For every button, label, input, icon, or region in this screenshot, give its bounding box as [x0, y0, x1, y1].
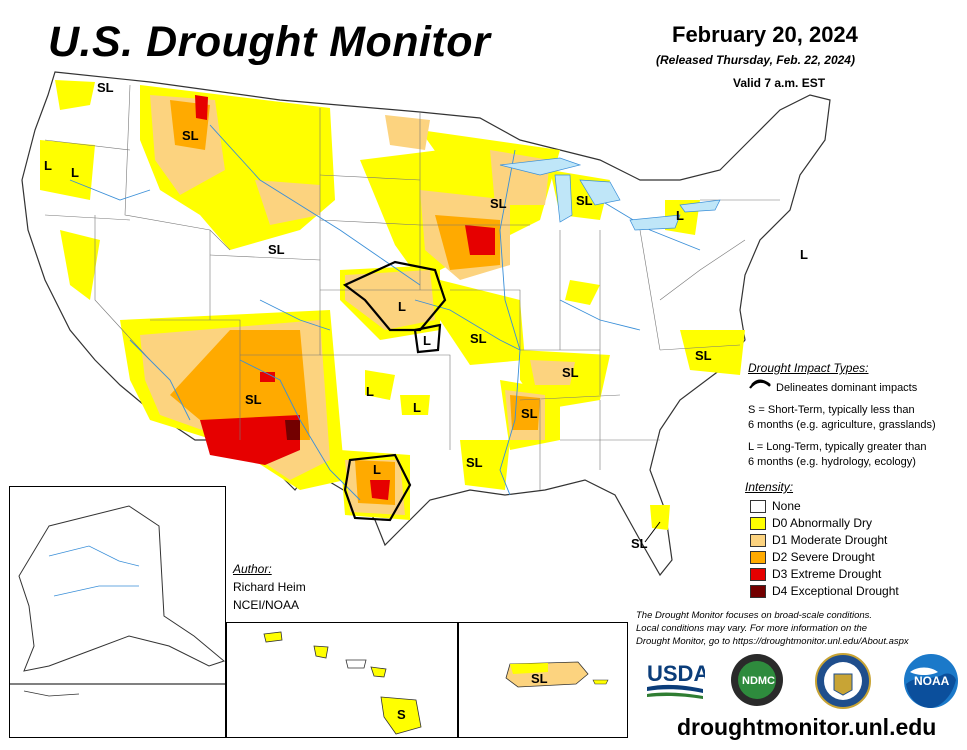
impact-long-term: L = Long-Term, typically greater than	[748, 441, 927, 453]
map-label: S	[397, 707, 406, 722]
map-label: SL	[466, 455, 483, 470]
note-line: Local conditions may vary. For more info…	[636, 623, 868, 634]
legend-item-none: None	[750, 498, 801, 514]
legend-label: None	[772, 499, 801, 513]
legend-swatch	[750, 584, 766, 598]
map-label: L	[373, 462, 381, 477]
map-label: L	[413, 400, 421, 415]
commerce-seal	[815, 653, 871, 709]
alaska-inset	[9, 486, 226, 738]
map-label: SL	[470, 331, 487, 346]
legend-label: D4 Exceptional Drought	[772, 584, 899, 598]
legend-item-d4: D4 Exceptional Drought	[750, 583, 899, 599]
map-label: L	[398, 299, 406, 314]
svg-text:USDA: USDA	[647, 661, 705, 686]
map-label: SL	[97, 80, 114, 95]
d3-areas	[195, 95, 495, 500]
disclaimer-note: The Drought Monitor focuses on broad-sca…	[636, 609, 966, 648]
great-lakes	[499, 157, 721, 231]
map-label: L	[44, 158, 52, 173]
svg-text:NOAA: NOAA	[914, 674, 950, 688]
map-label: SL	[182, 128, 199, 143]
author-label: Author:	[233, 562, 272, 576]
legend-swatch	[750, 499, 766, 513]
author-org: NCEI/NOAA	[233, 598, 300, 612]
legend-swatch	[750, 567, 766, 581]
legend-swatch	[750, 516, 766, 530]
state-boundaries	[44, 84, 780, 490]
author-name: Richard Heim	[233, 580, 306, 594]
map-label: SL	[268, 242, 285, 257]
legend-label: D0 Abnormally Dry	[772, 516, 873, 530]
impact-types-title: Drought Impact Types:	[748, 361, 869, 375]
map-label: SL	[245, 392, 262, 407]
map-label: SL	[562, 365, 579, 380]
ndmc-logo: NDMC	[731, 654, 783, 706]
rivers	[69, 124, 701, 501]
map-label: SL	[576, 193, 593, 208]
site-url[interactable]: droughtmonitor.unl.edu	[677, 714, 937, 740]
legend-item-d2: D2 Severe Drought	[750, 549, 875, 565]
legend-label: D2 Severe Drought	[772, 550, 875, 564]
legend-item-d0: D0 Abnormally Dry	[750, 515, 872, 531]
map-label: SL	[531, 671, 548, 686]
map-label: SL	[490, 196, 507, 211]
hawaii-inset: S	[226, 622, 458, 738]
map-label: L	[423, 333, 431, 348]
impact-short-term-detail: 6 months (e.g. agriculture, grasslands)	[748, 419, 936, 431]
map-label: SL	[631, 536, 648, 551]
legend-swatch	[750, 533, 766, 547]
legend-swatch	[750, 550, 766, 564]
svg-text:NDMC: NDMC	[742, 675, 775, 687]
map-labels: SL SL L L SL L SL L L L SL SL SL L SL L …	[44, 80, 808, 551]
map-label: SL	[695, 348, 712, 363]
impact-long-term-detail: 6 months (e.g. hydrology, ecology)	[748, 456, 916, 468]
label-leader-line	[644, 521, 661, 543]
map-label: SL	[521, 406, 538, 421]
impact-delineates: Delineates dominant impacts	[776, 382, 918, 394]
map-label: L	[676, 208, 684, 223]
map-date: February 20, 2024	[672, 22, 858, 47]
noaa-logo: NOAA	[904, 654, 958, 708]
usda-logo: USDA	[647, 661, 705, 699]
valid-time: Valid 7 a.m. EST	[733, 76, 826, 90]
puerto-rico-inset: SL	[458, 622, 628, 738]
legend-label: D3 Extreme Drought	[772, 567, 882, 581]
legend-item-d3: D3 Extreme Drought	[750, 566, 881, 582]
note-line: Drought Monitor, go to https://droughtmo…	[636, 636, 909, 647]
legend-label: D1 Moderate Drought	[772, 533, 888, 547]
impact-short-term: S = Short-Term, typically less than	[748, 404, 915, 416]
d4-areas	[285, 420, 300, 440]
map-label: L	[800, 247, 808, 262]
map-label: L	[366, 384, 374, 399]
note-line: The Drought Monitor focuses on broad-sca…	[636, 610, 873, 621]
release-date: (Released Thursday, Feb. 22, 2024)	[656, 53, 855, 67]
intensity-title: Intensity:	[745, 480, 794, 494]
map-title: U.S. Drought Monitor	[48, 18, 491, 66]
map-label: L	[71, 165, 79, 180]
legend-item-d1: D1 Moderate Drought	[750, 532, 887, 548]
impact-line-sample	[749, 380, 771, 389]
